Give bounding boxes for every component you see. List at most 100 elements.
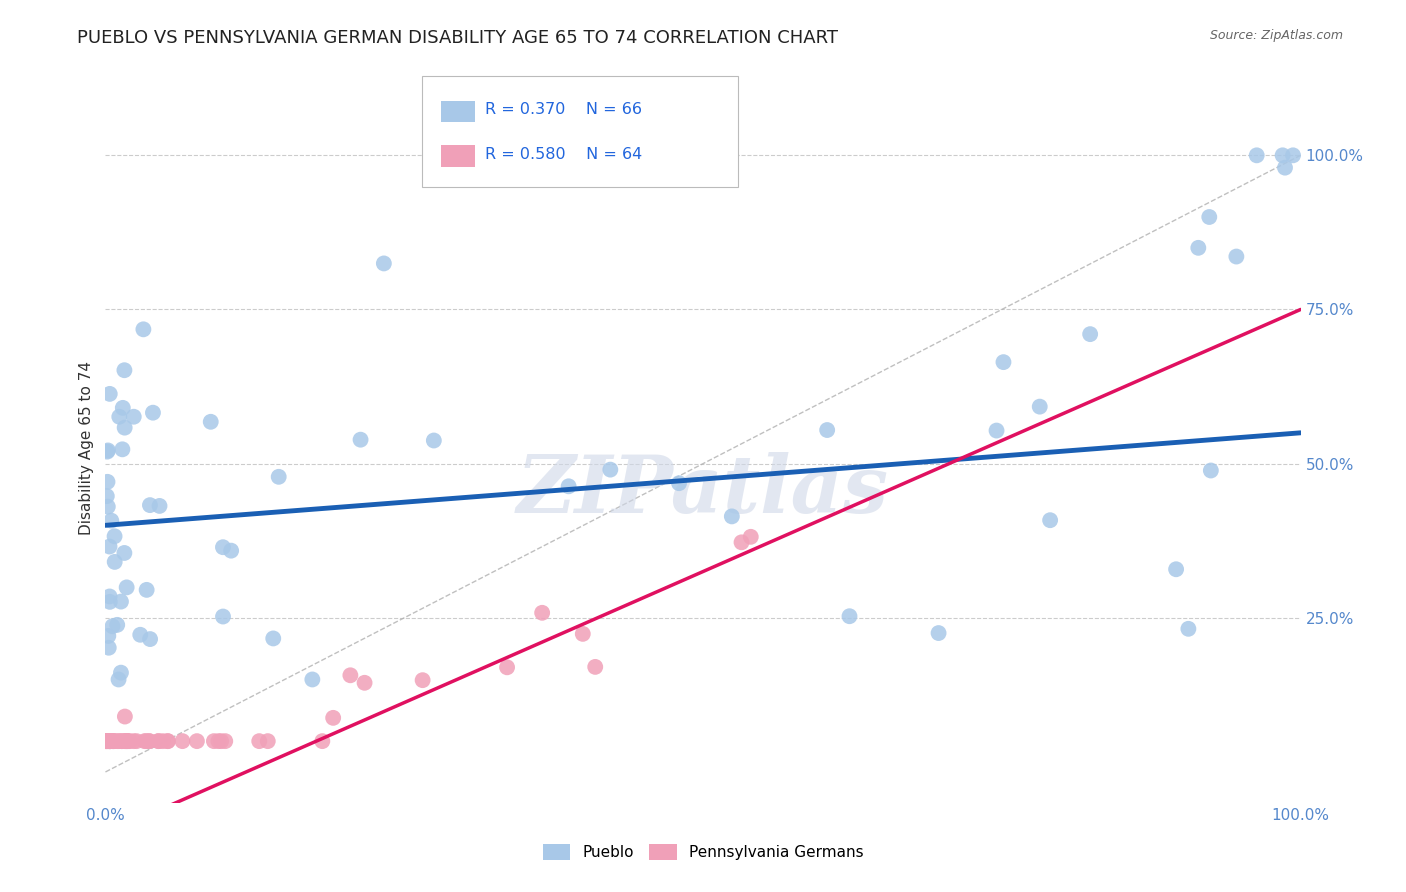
Point (122, 409, 145, 424)
Point (111, 734, 134, 748)
Text: R = 0.370    N = 66: R = 0.370 N = 66 (485, 102, 643, 117)
Point (301, 673, 323, 687)
Point (928, 626, 950, 640)
Point (572, 627, 595, 641)
Point (148, 734, 170, 748)
Point (97, 640, 120, 655)
Point (1282, 148, 1305, 162)
Point (668, 476, 690, 491)
Point (96, 475, 118, 489)
Point (114, 420, 136, 434)
Point (110, 594, 132, 608)
Point (740, 530, 762, 544)
Point (118, 734, 141, 748)
Point (111, 442, 134, 457)
Point (110, 665, 132, 680)
Point (98, 387, 121, 401)
Point (115, 734, 138, 748)
Point (115, 581, 138, 595)
Point (115, 734, 138, 748)
Point (97, 629, 120, 643)
Point (148, 499, 170, 513)
Point (132, 322, 155, 336)
Point (730, 535, 752, 549)
Point (98, 734, 121, 748)
Point (1039, 513, 1062, 527)
Point (815, 423, 838, 437)
Point (557, 479, 579, 493)
Point (531, 606, 554, 620)
Point (142, 406, 165, 420)
Point (412, 673, 434, 688)
Point (96, 444, 118, 458)
Point (599, 462, 621, 476)
Point (98, 540, 121, 554)
Point (262, 632, 284, 646)
Point (993, 355, 1015, 369)
Point (122, 734, 145, 748)
Point (256, 734, 278, 748)
Point (108, 409, 131, 424)
Text: R = 0.580    N = 64: R = 0.580 N = 64 (485, 146, 643, 161)
Point (112, 363, 135, 377)
Point (117, 734, 139, 748)
Point (1028, 400, 1050, 414)
Point (156, 734, 179, 748)
Point (98, 734, 121, 748)
Point (134, 734, 156, 748)
Point (986, 424, 1008, 438)
Point (115, 734, 138, 748)
Point (135, 582, 157, 597)
Point (339, 668, 361, 682)
Point (107, 734, 129, 748)
Point (101, 619, 124, 633)
Point (207, 734, 229, 748)
Point (105, 617, 128, 632)
Point (114, 709, 136, 723)
Point (139, 498, 162, 512)
Point (107, 673, 129, 687)
Text: ZIPatlas: ZIPatlas (517, 452, 889, 530)
Point (1177, 622, 1199, 636)
Point (98, 734, 121, 748)
Point (247, 734, 270, 748)
Point (322, 711, 344, 725)
Point (212, 540, 235, 554)
Point (212, 609, 235, 624)
Text: Source: ZipAtlas.com: Source: ZipAtlas.com (1209, 29, 1343, 43)
Point (423, 434, 446, 448)
Point (152, 734, 174, 748)
Point (94, 734, 117, 748)
Point (838, 609, 860, 624)
Point (97, 734, 120, 748)
Point (103, 734, 125, 748)
Point (96, 734, 118, 748)
Point (214, 734, 236, 748)
Point (267, 470, 290, 484)
Point (311, 734, 333, 748)
Point (1271, 148, 1294, 162)
Point (112, 546, 135, 560)
Point (1199, 463, 1222, 477)
Point (100, 734, 122, 748)
Point (103, 529, 125, 543)
Point (1225, 250, 1247, 264)
Point (1274, 161, 1296, 175)
Point (349, 433, 371, 447)
Point (1187, 241, 1209, 255)
Point (107, 734, 129, 748)
Point (97, 443, 120, 458)
Point (1246, 148, 1268, 162)
Point (721, 509, 744, 524)
Point (96, 734, 118, 748)
Point (129, 628, 152, 642)
Point (96, 734, 118, 748)
Point (101, 734, 124, 748)
Point (139, 632, 162, 646)
Point (101, 734, 124, 748)
Point (373, 256, 395, 270)
Point (186, 734, 208, 748)
Point (98, 590, 121, 604)
Point (114, 734, 136, 748)
Point (353, 675, 375, 690)
